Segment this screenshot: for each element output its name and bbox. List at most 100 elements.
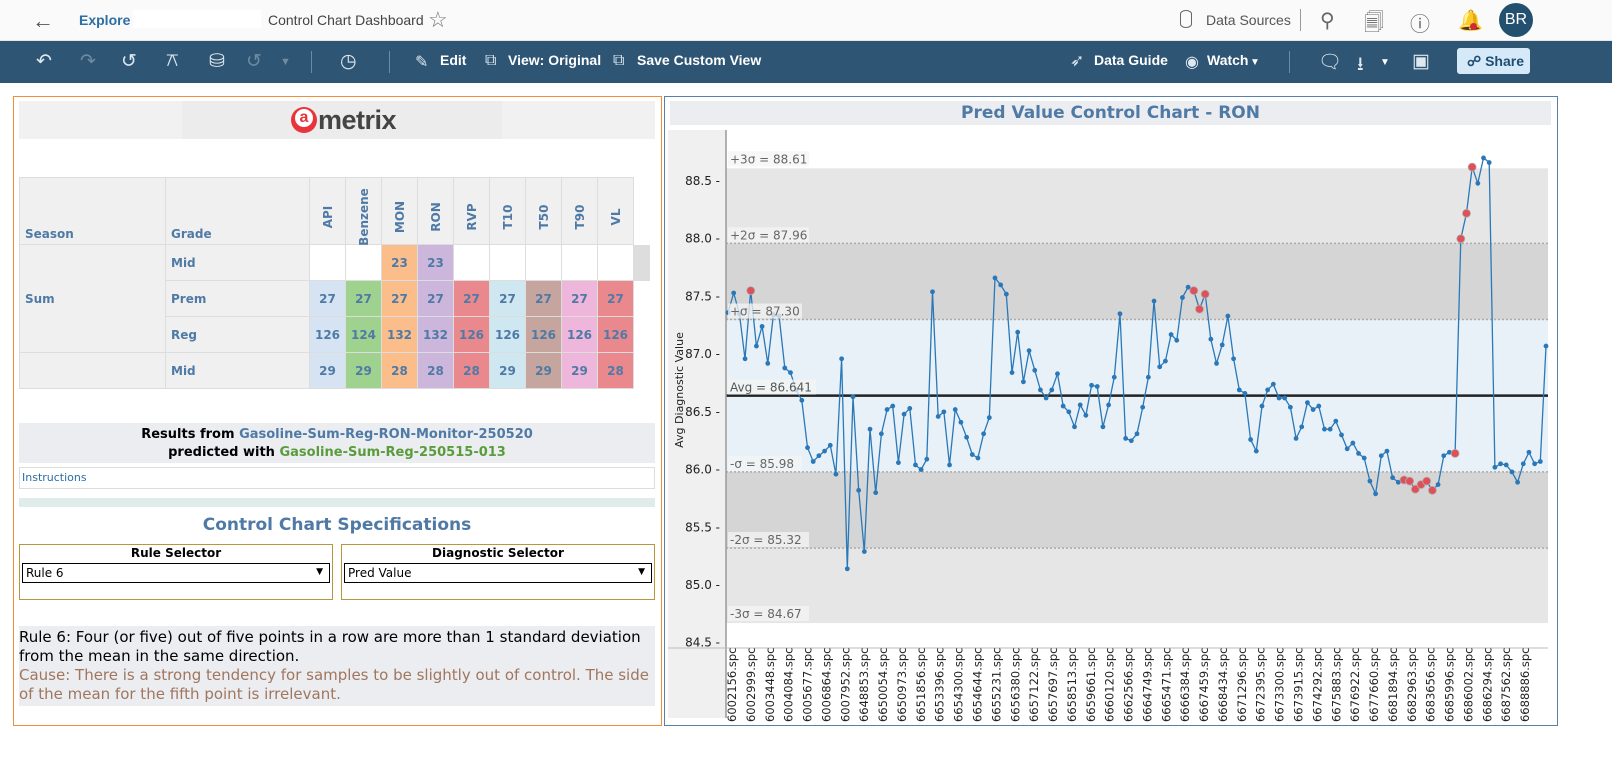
count-cell[interactable]: 29 [561,352,598,389]
pause-updates-icon[interactable]: ⛁ [209,51,225,72]
grade-cell: Reg [165,316,310,353]
rule-description: Rule 6: Four (or five) out of five point… [19,626,655,706]
star-icon[interactable]: ☆ [428,7,448,32]
chevron-down-icon[interactable]: ▼ [280,56,291,68]
chevron-down-icon[interactable]: ▼ [1380,57,1390,68]
download-icon[interactable]: ⭳ [1357,54,1364,75]
data-guide-button[interactable]: Data Guide [1094,52,1168,68]
rule-selector-dropdown[interactable]: Rule 6 ▼ [22,563,330,583]
count-cell[interactable] [597,244,634,281]
count-cell[interactable]: 27 [489,280,526,317]
predicted-prefix: predicted with [168,445,275,460]
data-point [816,453,822,459]
breadcrumb-explore[interactable]: Explore [79,12,131,28]
count-cell[interactable]: 28 [453,352,490,389]
count-cell[interactable]: 23 [417,244,454,281]
column-header-label: VL [608,208,623,226]
count-cell[interactable]: 27 [525,280,562,317]
data-point [844,566,850,572]
redo-icon[interactable]: ↷ [80,51,96,72]
data-point [1060,403,1066,409]
metrics-gauge-icon[interactable]: ◷ [340,51,357,72]
count-cell[interactable] [525,244,562,281]
count-cell[interactable] [345,244,382,281]
count-cell[interactable]: 124 [345,316,382,353]
data-point [1089,382,1094,388]
control-label-bg [728,532,809,548]
diagnostic-selector-dropdown[interactable]: Pred Value ▼ [344,563,652,583]
count-cell[interactable]: 27 [417,280,454,317]
specs-title: Control Chart Specifications [202,515,472,535]
data-point [1316,403,1322,409]
edit-button[interactable]: Edit [440,52,467,68]
count-cell[interactable]: 27 [597,280,634,317]
count-cell[interactable]: 126 [309,316,346,353]
count-cell[interactable]: 29 [525,352,562,389]
x-tick-label: 6666384.spc [1178,648,1192,723]
arrow-left-icon[interactable]: ← [32,8,54,33]
data-point [1214,360,1219,366]
data-sources-link[interactable]: Data Sources [1206,12,1291,28]
count-cell[interactable]: 28 [597,352,634,389]
data-point [958,419,964,425]
grade-cell: Mid [165,352,310,389]
count-cell[interactable] [453,244,490,281]
x-tick-label: 6648853.spc [857,648,871,723]
favorites-list-icon[interactable]: 🗐 [1364,12,1384,34]
data-point [884,407,890,412]
refresh-data-icon[interactable]: ⚻ [166,50,179,71]
count-cell[interactable]: 126 [489,316,526,353]
avatar[interactable]: BR [1499,3,1533,37]
count-cell[interactable] [561,244,598,281]
data-point [1339,432,1344,438]
flagged-point [746,286,756,296]
x-tick-label: 6656380.spc [1008,648,1022,723]
count-cell[interactable]: 132 [381,316,418,353]
data-point [1225,313,1231,319]
count-cell[interactable]: 126 [525,316,562,353]
count-cell[interactable]: 29 [489,352,526,389]
count-cell[interactable]: 27 [309,280,346,317]
count-cell[interactable]: 29 [345,352,382,389]
undo-icon[interactable]: ↶ [36,51,52,72]
grade-cell: Prem [165,280,310,317]
data-point [1441,453,1447,459]
replay-icon[interactable]: ↺ [246,51,262,72]
count-cell[interactable]: 27 [453,280,490,317]
comments-icon[interactable]: 🗨 [1318,52,1343,73]
count-cell[interactable]: 27 [561,280,598,317]
count-cell[interactable]: 126 [561,316,598,353]
y-tick-label: 86.5 - [685,405,720,419]
chevron-down-icon: ▼ [638,567,645,577]
data-point [856,487,862,493]
count-cell[interactable]: 28 [417,352,454,389]
count-cell[interactable]: 23 [381,244,418,281]
data-point [1492,464,1498,470]
y-tick-label: 87.5 - [685,289,720,303]
data-point [1055,371,1060,377]
divider-bar [19,498,655,507]
share-button[interactable]: ☍ Share [1457,48,1530,74]
view-original-button[interactable]: View: Original [508,52,602,68]
revert-icon[interactable]: ↺ [121,51,137,72]
instructions-link[interactable]: Instructions [19,467,655,489]
count-cell[interactable]: 27 [381,280,418,317]
save-custom-view-button[interactable]: Save Custom View [637,52,762,68]
count-cell[interactable]: 28 [381,352,418,389]
fullscreen-icon[interactable]: ▣ [1412,51,1430,72]
count-cell[interactable]: 27 [345,280,382,317]
scroll-gutter [633,244,650,281]
band-plus3-plus2 [726,168,1548,244]
watch-button[interactable]: Watch [1207,52,1249,68]
count-cell[interactable]: 126 [453,316,490,353]
x-tick-label: 6683656.spc [1424,648,1438,723]
count-cell[interactable] [309,244,346,281]
chevron-down-icon[interactable]: ▼ [1250,57,1260,68]
count-cell[interactable]: 132 [417,316,454,353]
help-icon[interactable]: ⓘ [1410,14,1430,36]
count-cell[interactable]: 126 [597,316,634,353]
search-icon[interactable]: ⚲ [1320,10,1335,32]
count-cell[interactable] [489,244,526,281]
count-cell[interactable]: 29 [309,352,346,389]
x-tick-label: 6654644.spc [970,648,984,723]
